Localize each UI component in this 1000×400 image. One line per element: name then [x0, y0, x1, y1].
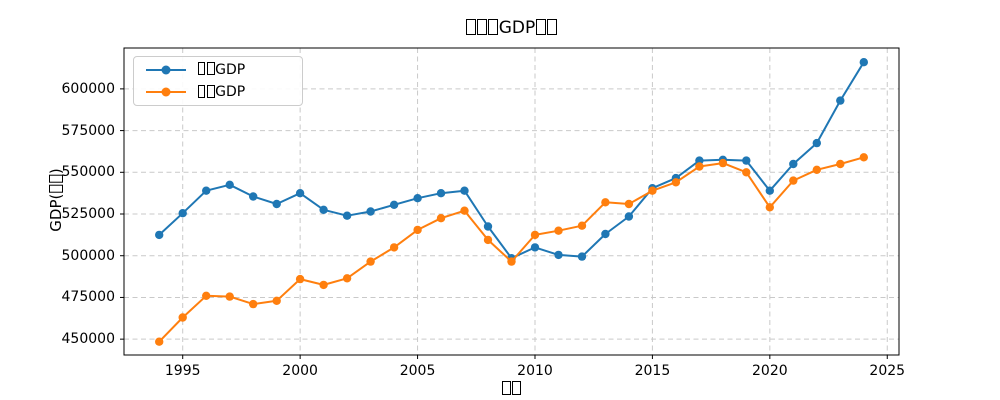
data-point — [577, 221, 587, 230]
data-point — [789, 159, 798, 169]
data-point — [460, 186, 469, 195]
legend: GDP GDP — [133, 56, 303, 106]
data-point — [765, 186, 774, 195]
y-tick-label: 600000 — [61, 80, 115, 97]
tofu-glyph — [206, 62, 215, 76]
tofu-glyph — [48, 184, 63, 193]
data-point — [225, 180, 234, 189]
x-tick-label: 2020 — [751, 363, 788, 379]
tofu-glyph — [502, 380, 511, 395]
y-tick-label: 575000 — [61, 122, 115, 139]
data-point — [178, 313, 187, 322]
data-point — [624, 212, 634, 221]
data-point — [249, 192, 258, 201]
data-point — [366, 207, 375, 216]
x-tick-label: 2010 — [517, 363, 553, 379]
data-point — [272, 296, 281, 305]
data-point — [178, 209, 187, 218]
data-point — [836, 159, 845, 169]
data-point — [225, 292, 234, 301]
legend-label-nominal-gdp: GDP — [197, 62, 245, 78]
data-point — [554, 250, 563, 260]
data-point — [483, 235, 493, 245]
data-point — [155, 337, 164, 346]
data-point — [272, 199, 281, 209]
tofu-glyph — [197, 84, 206, 98]
data-point — [718, 158, 728, 168]
tofu-glyph — [197, 62, 206, 76]
tofu-glyph — [512, 380, 521, 395]
data-point — [342, 211, 352, 220]
legend-item-real-gdp: GDP — [134, 81, 302, 103]
data-point — [202, 291, 211, 300]
x-axis-label — [124, 379, 899, 397]
data-point — [530, 230, 540, 240]
data-point — [436, 214, 446, 223]
y-tick-label: 450000 — [61, 331, 115, 348]
data-point — [601, 229, 610, 239]
legend-line-marker-icon — [146, 87, 186, 97]
data-point — [648, 186, 657, 195]
data-point — [155, 230, 164, 240]
data-point — [366, 257, 375, 266]
tofu-glyph — [488, 19, 498, 35]
data-point — [624, 199, 634, 209]
data-point — [483, 222, 493, 231]
tofu-glyph — [477, 19, 487, 35]
data-point — [460, 206, 469, 215]
data-point — [859, 58, 868, 67]
data-point — [389, 243, 399, 252]
data-point — [202, 186, 211, 195]
chart-title: GDP — [124, 18, 899, 38]
data-point — [812, 165, 821, 174]
data-point — [319, 280, 328, 290]
x-tick-label: 1995 — [164, 363, 201, 379]
axes-frame — [123, 47, 900, 356]
x-tick-label: 2005 — [399, 363, 436, 379]
tofu-glyph — [206, 84, 215, 98]
x-tick-label: 2025 — [869, 363, 906, 379]
tofu-glyph — [547, 19, 557, 35]
data-point — [765, 203, 774, 212]
data-point — [812, 138, 821, 148]
data-point — [695, 156, 704, 165]
legend-label-real-gdp: GDP — [197, 84, 245, 100]
x-tick-label: 2015 — [634, 363, 671, 379]
y-tick-label: 475000 — [61, 289, 115, 306]
tofu-glyph — [536, 19, 546, 35]
data-point — [436, 189, 446, 198]
data-point — [530, 243, 540, 252]
data-point — [249, 299, 258, 309]
data-point — [742, 156, 751, 165]
tofu-glyph — [466, 19, 476, 35]
data-point — [342, 274, 352, 283]
legend-item-nominal-gdp: GDP — [134, 59, 302, 81]
y-tick-label: 550000 — [61, 164, 115, 181]
data-point — [295, 274, 305, 284]
data-point — [507, 257, 516, 266]
data-point — [577, 252, 587, 261]
series-line-1 — [158, 156, 865, 343]
data-point — [601, 198, 610, 207]
y-tick-label: 525000 — [61, 206, 115, 222]
data-point — [671, 178, 681, 187]
data-point — [319, 205, 328, 214]
data-point — [295, 189, 305, 198]
data-point — [742, 168, 751, 177]
data-point — [695, 162, 704, 171]
data-point — [554, 226, 563, 235]
x-tick-label: 2000 — [282, 363, 318, 379]
data-point — [413, 194, 422, 203]
data-point — [413, 225, 422, 235]
data-point — [836, 96, 845, 105]
data-point — [389, 200, 399, 209]
legend-line-marker-icon — [146, 65, 186, 75]
y-tick-label: 500000 — [61, 247, 115, 264]
data-point — [789, 176, 798, 185]
data-point — [859, 153, 868, 162]
